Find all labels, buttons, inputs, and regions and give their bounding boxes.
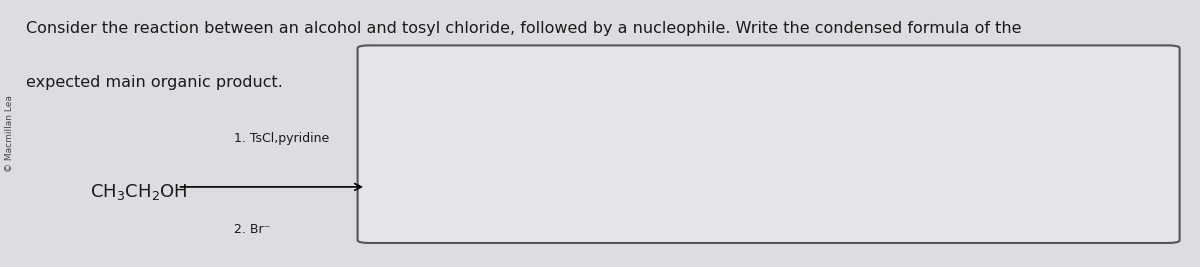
- Text: expected main organic product.: expected main organic product.: [26, 75, 283, 90]
- Text: 2. Br⁻: 2. Br⁻: [234, 223, 270, 236]
- Text: 1. TsCl,pyridine: 1. TsCl,pyridine: [234, 132, 329, 145]
- FancyBboxPatch shape: [358, 45, 1180, 243]
- Text: © Macmillan Lea: © Macmillan Lea: [5, 95, 14, 172]
- Text: Consider the reaction between an alcohol and tosyl chloride, followed by a nucle: Consider the reaction between an alcohol…: [26, 21, 1022, 36]
- Text: CH$_3$CH$_2$OH: CH$_3$CH$_2$OH: [90, 182, 187, 202]
